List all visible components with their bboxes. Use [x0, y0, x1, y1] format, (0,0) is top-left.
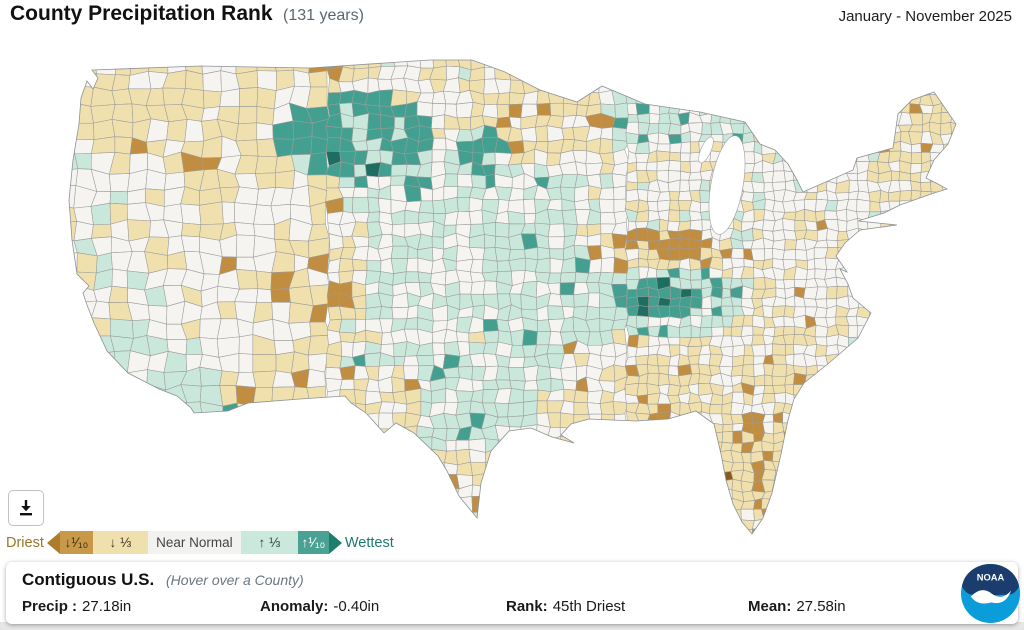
stat-anomaly: Anomaly: -0.40in: [260, 598, 506, 615]
noaa-logo: NOAA: [960, 563, 1021, 624]
page-title: County Precipitation Rank (131 years): [10, 2, 364, 26]
download-button[interactable]: [8, 490, 44, 526]
page-bottom-strip: [0, 622, 1024, 630]
stat-precip: Precip :27.18in: [22, 598, 260, 615]
legend-seg-bottom-third: ↓ ⅓: [92, 531, 148, 554]
legend-left-arrow: [46, 531, 60, 554]
legend-wettest-label: Wettest: [344, 534, 394, 551]
stat-precip-value: 27.18in: [82, 598, 132, 615]
legend-seg-near-normal: Near Normal: [147, 531, 241, 554]
legend-seg-top-tenth: ↑¹⁄₁₀: [297, 531, 329, 554]
title-years: (131 years): [282, 7, 364, 24]
stat-mean-label: Mean:: [748, 598, 792, 615]
us-outline: [68, 59, 957, 535]
stat-rank: Rank: 45th Driest: [506, 598, 748, 615]
legend-right-arrow: [328, 531, 342, 554]
period-label: January - November 2025: [838, 8, 1012, 25]
stats-row: Precip :27.18in Anomaly: -0.40in Rank: 45t…: [22, 598, 1002, 615]
stat-rank-value: 45th Driest: [552, 598, 626, 615]
stat-mean-value: 27.58in: [796, 598, 846, 615]
noaa-seagull: [970, 590, 1012, 604]
noaa-wordmark: NOAA: [977, 573, 1005, 583]
lake-michigan: [708, 135, 746, 235]
stat-anomaly-value: -0.40in: [333, 598, 380, 615]
green-bay: [698, 136, 714, 164]
hover-hint: (Hover over a County): [165, 572, 304, 588]
great-lakes: [698, 135, 746, 235]
legend-driest-label: Driest: [6, 534, 44, 551]
stat-rank-label: Rank:: [506, 598, 548, 615]
us-county-precipitation-map[interactable]: [0, 52, 1024, 552]
legend-seg-bottom-tenth: ↓¹⁄₁₀: [59, 531, 93, 554]
stat-precip-label: Precip :: [22, 598, 78, 615]
title-text: County Precipitation Rank: [10, 2, 273, 25]
status-card: Contiguous U.S. (Hover over a County) Pr…: [6, 562, 1018, 624]
download-icon: [20, 500, 32, 516]
legend-seg-top-third: ↑ ⅓: [240, 531, 298, 554]
map-legend: Driest ↓¹⁄₁₀ ↓ ⅓ Near Normal ↑ ⅓ ↑¹⁄₁₀ W…: [6, 531, 394, 554]
county-polygons[interactable]: [55, 53, 965, 552]
stat-mean: Mean: 27.58in: [748, 598, 1002, 615]
region-name: Contiguous U.S.: [22, 570, 155, 589]
stat-anomaly-label: Anomaly:: [260, 598, 329, 615]
